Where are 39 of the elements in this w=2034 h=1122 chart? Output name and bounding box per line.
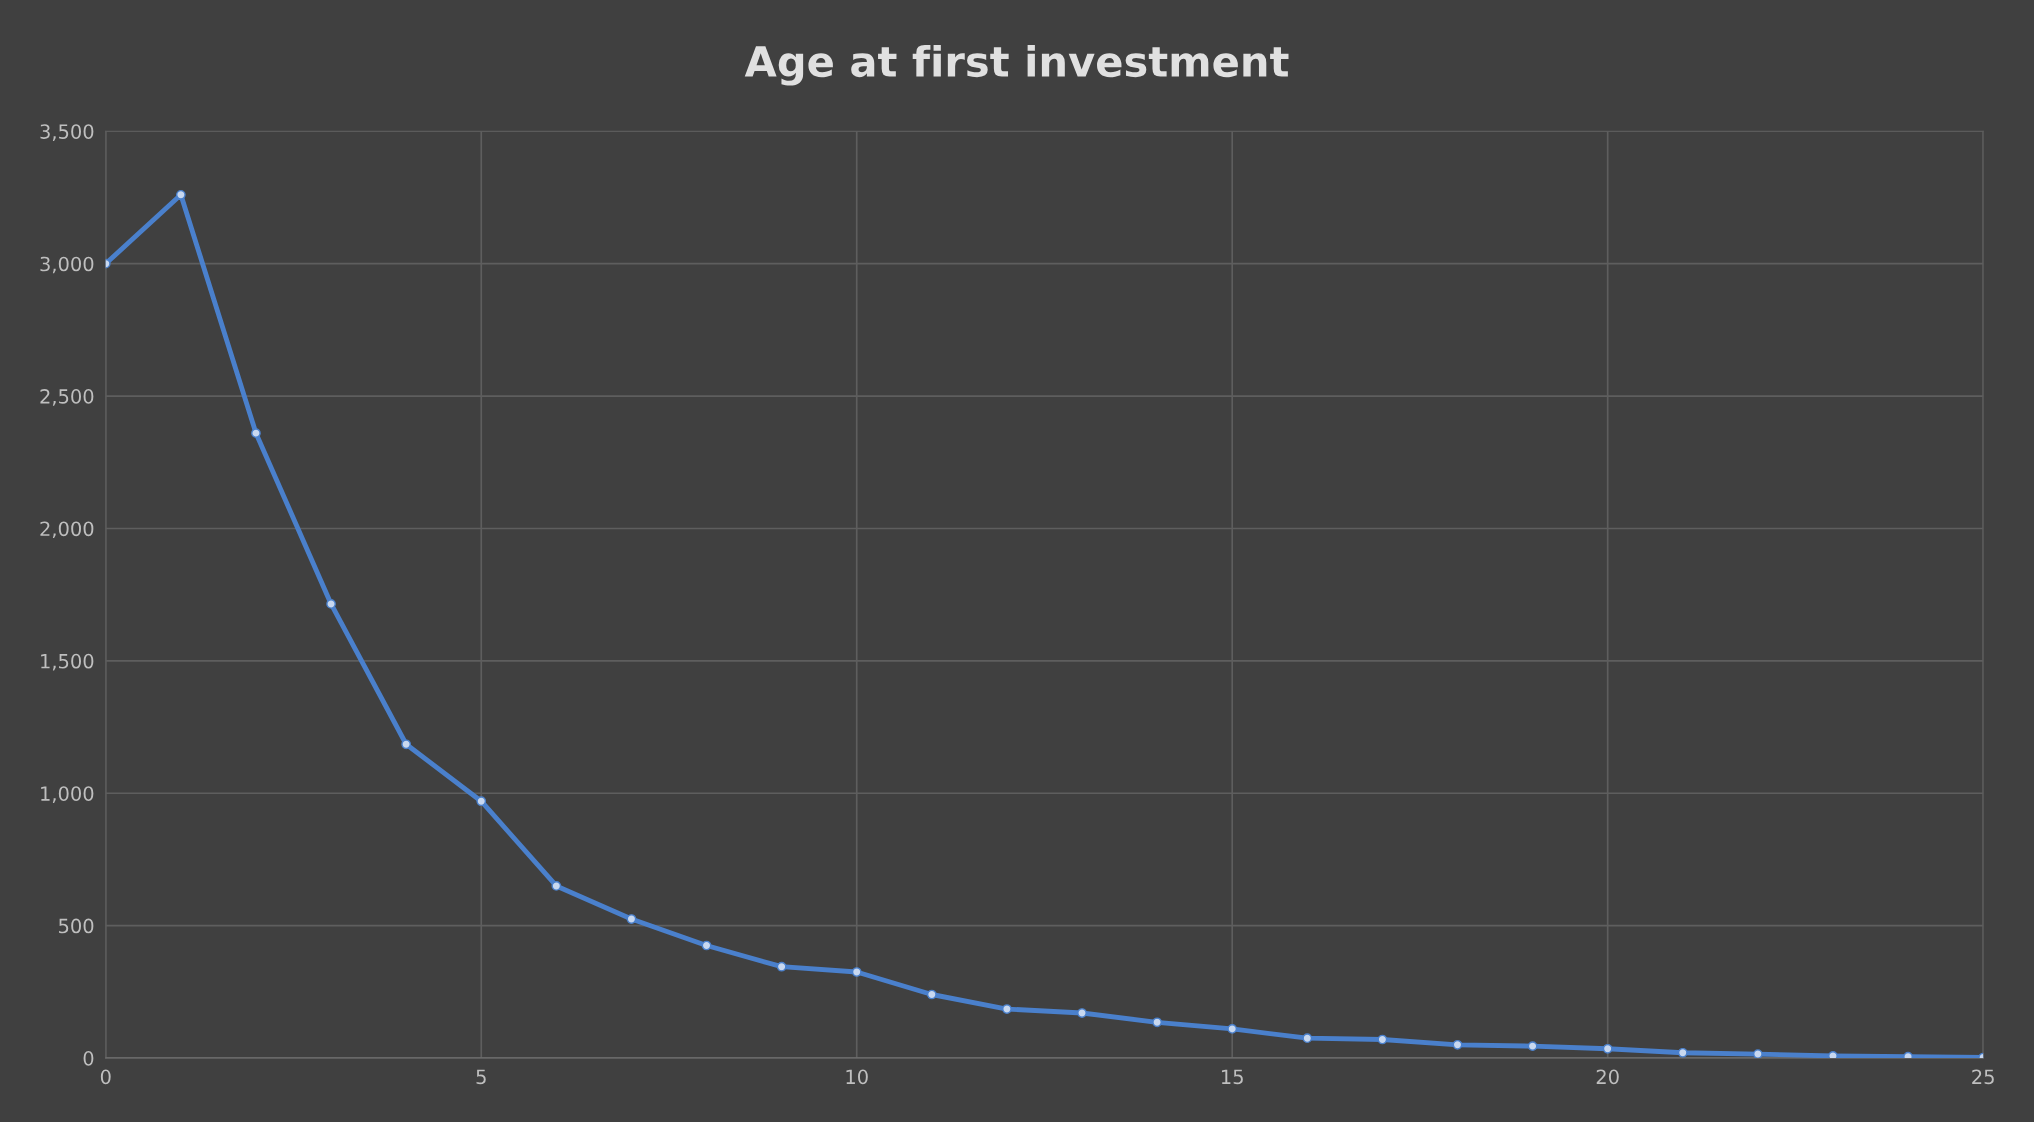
x-tick-label: 5 (476, 1069, 486, 1085)
point (1602, 1043, 1613, 1054)
chart-title: Age at first investment (744, 44, 1289, 86)
point (1077, 1008, 1087, 1018)
point (1677, 1047, 1688, 1058)
y-tick-label: 3,500 (40, 124, 94, 141)
point (1452, 1039, 1463, 1050)
x-tick-label: 15 (1221, 1069, 1243, 1085)
point (476, 796, 487, 807)
y-tick-label: 3,000 (40, 256, 94, 274)
y-tick-label: 500 (59, 918, 94, 934)
point (1377, 1034, 1388, 1045)
point (776, 961, 787, 972)
y-tick-label: 0 (83, 1051, 94, 1066)
point (926, 989, 937, 1000)
point (1527, 1041, 1538, 1051)
x-tick-label: 10 (846, 1069, 868, 1085)
point (326, 599, 336, 609)
point (1227, 1024, 1238, 1034)
point (176, 189, 186, 200)
point (551, 881, 562, 891)
y-tick-label: 2,500 (40, 389, 94, 406)
point (251, 428, 261, 438)
point (1302, 1033, 1313, 1044)
point (1002, 1004, 1012, 1014)
y-tick-label: 1,000 (41, 786, 94, 803)
point (1828, 1051, 1838, 1059)
point (851, 967, 862, 977)
x-tick-label: 25 (1972, 1069, 1994, 1085)
x-tick-label: 0 (100, 1069, 111, 1085)
point (1152, 1017, 1162, 1028)
point (626, 914, 637, 924)
x-tick-label: 20 (1596, 1069, 1619, 1085)
point (401, 739, 412, 750)
point (701, 940, 712, 951)
point (1752, 1049, 1763, 1059)
y-tick-label: 2,000 (40, 521, 94, 539)
point (1903, 1051, 1913, 1059)
y-tick-label: 1,500 (41, 653, 94, 671)
